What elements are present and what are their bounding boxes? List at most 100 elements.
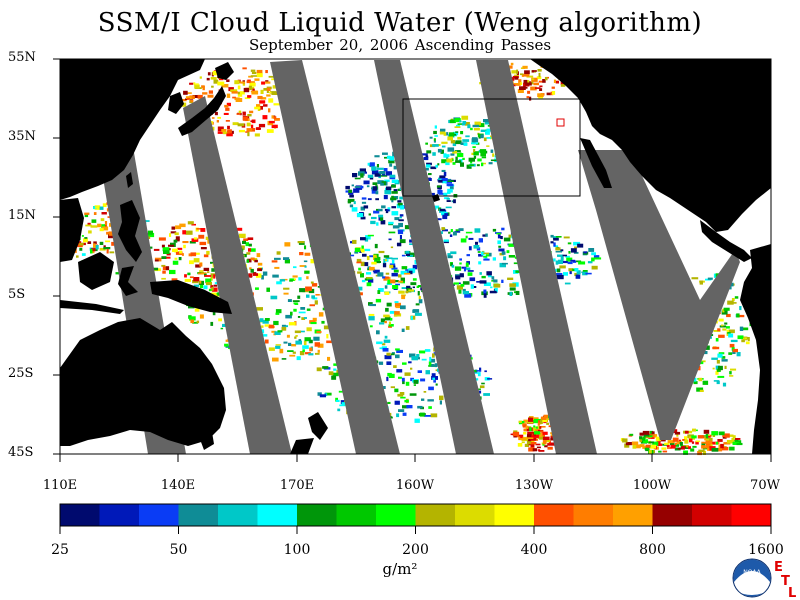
cloud-pixel — [432, 353, 435, 358]
cloud-pixel — [730, 368, 737, 371]
cloud-pixel — [206, 77, 210, 81]
cloud-pixel — [461, 123, 466, 126]
cloud-pixel — [525, 82, 532, 86]
cloud-pixel — [391, 179, 398, 183]
cloud-pixel — [169, 233, 172, 237]
cloud-pixel — [426, 164, 431, 168]
cloud-pixel — [253, 258, 258, 262]
cloud-pixel — [400, 277, 405, 282]
cloud-pixel — [470, 357, 473, 360]
cloud-pixel — [443, 153, 447, 158]
cloud-pixel — [384, 179, 390, 182]
cloud-pixel — [437, 190, 443, 194]
longitude-label: 110E — [42, 478, 78, 493]
cloud-pixel — [662, 450, 668, 453]
cloud-pixel — [268, 108, 271, 113]
cloud-pixel — [202, 85, 205, 91]
cloud-pixel — [396, 203, 401, 209]
cloud-pixel — [401, 287, 409, 289]
cloud-pixel — [642, 445, 646, 449]
cloud-pixel — [254, 133, 260, 137]
cloud-pixel — [452, 162, 456, 165]
cloud-pixel — [535, 443, 541, 446]
cloud-pixel — [410, 252, 415, 257]
cloud-pixel — [465, 231, 473, 234]
cloud-pixel — [203, 267, 210, 271]
cloud-pixel — [285, 325, 288, 328]
cloud-pixel — [550, 234, 554, 238]
cloud-pixel — [310, 259, 316, 264]
cloud-pixel — [439, 208, 446, 212]
cloud-pixel — [385, 272, 390, 275]
cloud-pixel — [695, 441, 699, 445]
cloud-pixel — [729, 371, 732, 375]
cloud-pixel — [364, 248, 371, 252]
cloud-pixel — [235, 98, 243, 102]
cloud-pixel — [416, 285, 419, 288]
cloud-pixel — [542, 436, 550, 441]
cloud-pixel — [314, 300, 318, 305]
cloud-pixel — [295, 335, 298, 337]
cloud-pixel — [378, 361, 384, 365]
cloud-pixel — [526, 436, 534, 439]
cloud-pixel — [718, 334, 725, 338]
cloud-pixel — [90, 249, 93, 254]
cloud-pixel — [698, 377, 703, 382]
cloud-pixel — [404, 372, 411, 376]
cloud-pixel — [391, 184, 396, 188]
cloud-pixel — [272, 274, 279, 278]
cloud-pixel — [652, 441, 659, 446]
cloud-pixel — [104, 224, 107, 228]
cloud-pixel — [437, 148, 442, 153]
cloud-pixel — [447, 253, 451, 257]
cloud-pixel — [550, 432, 553, 435]
colorbar — [59, 503, 772, 534]
cloud-pixel — [217, 126, 224, 131]
cloud-pixel — [321, 320, 325, 324]
cloud-pixel — [472, 146, 476, 148]
cloud-pixel — [348, 189, 352, 193]
figure-subtitle: September 20, 2006 Ascending Passes — [248, 36, 552, 54]
cloud-pixel — [263, 104, 268, 107]
cloud-pixel — [103, 245, 106, 249]
figure-title: SSM/I Cloud Liquid Water (Weng algorithm… — [97, 8, 703, 38]
cloud-pixel — [143, 220, 150, 222]
cloud-pixel — [388, 238, 392, 241]
cloud-pixel — [648, 441, 654, 444]
cloud-pixel — [555, 236, 562, 238]
cloud-pixel — [398, 409, 405, 412]
cloud-pixel — [402, 380, 405, 385]
cloud-pixel — [508, 243, 515, 247]
cloud-pixel — [368, 278, 374, 283]
cloud-pixel — [298, 339, 302, 341]
cloud-pixel — [447, 180, 454, 182]
cloud-pixel — [500, 236, 503, 240]
land-asia — [60, 59, 205, 200]
cloud-pixel — [376, 167, 384, 170]
cloud-pixel — [567, 261, 573, 265]
cloud-pixel — [230, 89, 238, 92]
cloud-pixel — [196, 320, 200, 324]
cloud-pixel — [473, 128, 480, 131]
cloud-pixel — [454, 126, 461, 128]
cloud-pixel — [523, 79, 528, 84]
cloud-pixel — [349, 204, 354, 208]
cloud-pixel — [361, 197, 367, 200]
cloud-pixel — [400, 305, 406, 310]
cloud-pixel — [410, 367, 413, 370]
cloud-pixel — [542, 420, 548, 423]
cloud-pixel — [161, 264, 166, 267]
cloud-pixel — [499, 262, 506, 268]
cloud-pixel — [509, 287, 516, 291]
cloud-pixel — [486, 145, 490, 147]
cloud-pixel — [729, 446, 735, 451]
cloud-pixel — [385, 257, 393, 260]
cloud-pixel — [717, 328, 721, 332]
cloud-pixel — [425, 142, 428, 145]
cloud-pixel — [214, 111, 218, 116]
cloud-pixel — [238, 129, 245, 133]
cloud-pixel — [400, 270, 408, 275]
cloud-pixel — [443, 132, 447, 136]
cloud-pixel — [390, 353, 395, 356]
cloud-pixel — [587, 261, 593, 264]
